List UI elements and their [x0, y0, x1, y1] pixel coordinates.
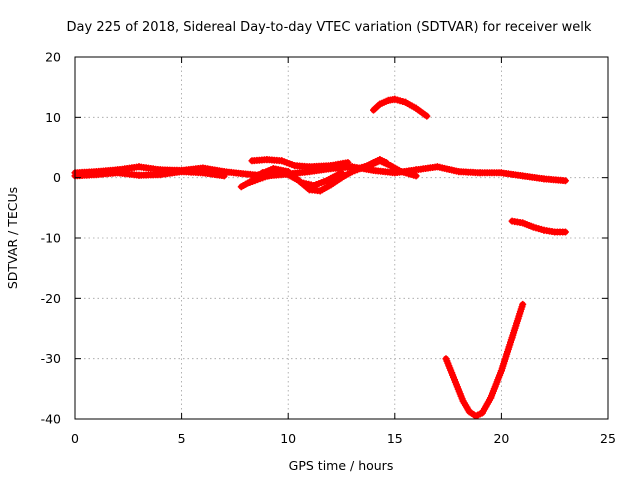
- data-point: [338, 169, 345, 177]
- data-point: [271, 171, 279, 179]
- y-tick-label: -10: [41, 231, 61, 246]
- series-dip-lower-8c: [237, 169, 279, 191]
- series-arc-top: [370, 95, 431, 120]
- series-arc-13-15: [348, 157, 420, 180]
- series-layer: [71, 95, 569, 420]
- chart-title: Day 225 of 2018, Sidereal Day-to-day VTE…: [67, 20, 592, 35]
- x-tick-label: 10: [280, 431, 296, 446]
- series-main-band-lower: [71, 168, 228, 180]
- axis-ticks: 0 5 10 15 20 25 -40 -30 -20 -10 0 10 20: [41, 50, 616, 447]
- x-tick-label: 0: [71, 431, 79, 446]
- series-v-dip: [442, 300, 527, 420]
- grid: [75, 57, 608, 419]
- x-tick-label: 15: [387, 431, 403, 446]
- data-point: [561, 177, 569, 185]
- y-tick-label: -20: [41, 291, 61, 306]
- y-tick-label: -30: [41, 351, 61, 366]
- y-tick-label: 20: [45, 50, 61, 65]
- data-point: [519, 300, 527, 308]
- data-point: [561, 228, 569, 236]
- series-arc-high-8: [248, 156, 352, 171]
- y-tick-label: -40: [41, 412, 61, 427]
- x-tick-label: 20: [493, 431, 509, 446]
- data-point: [220, 172, 228, 180]
- data-point: [344, 159, 352, 167]
- x-tick-label: 25: [600, 431, 616, 446]
- y-axis-label: SDTVAR / TECUs: [5, 187, 20, 289]
- data-point: [412, 172, 420, 180]
- y-tick-label: 10: [45, 110, 61, 125]
- y-tick-label: 0: [53, 170, 61, 185]
- x-axis-label: GPS time / hours: [289, 458, 394, 473]
- series-segment-minus-8: [508, 217, 569, 236]
- series-line: [443, 301, 526, 419]
- series-dip-lower-8b: [252, 165, 345, 189]
- x-tick-label: 5: [178, 431, 186, 446]
- data-point: [423, 112, 431, 120]
